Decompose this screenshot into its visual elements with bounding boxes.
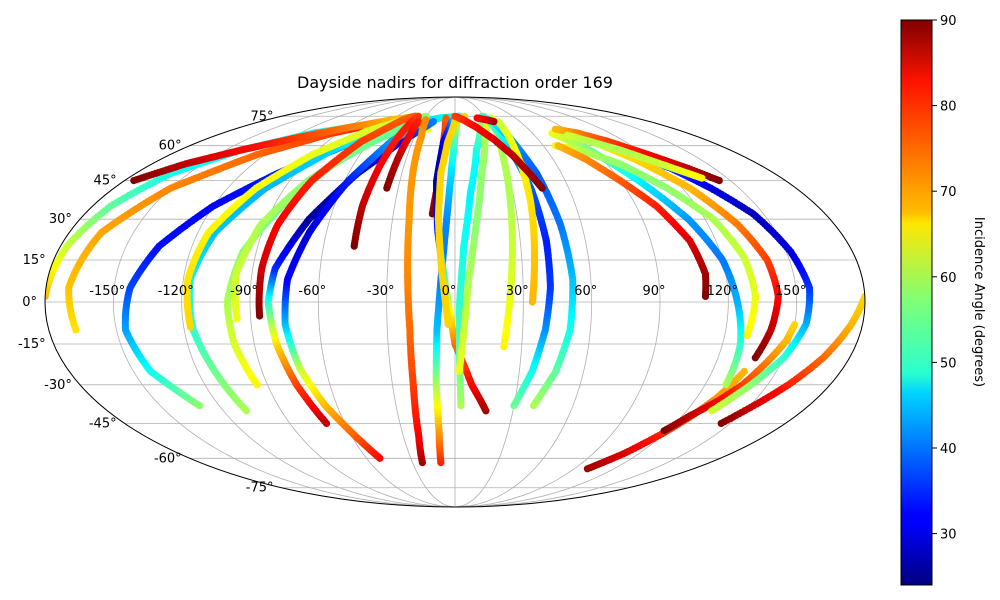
data-point	[563, 131, 572, 139]
lat-tick-label: 0°	[22, 295, 37, 310]
data-points	[45, 112, 865, 473]
lon-tick-label: 0°	[442, 284, 457, 299]
lon-tick-label: 150°	[775, 284, 806, 299]
data-point	[551, 125, 560, 133]
lon-tick-label: -90°	[230, 284, 258, 299]
chart-title: Dayside nadirs for diffraction order 169	[297, 73, 613, 92]
data-point	[554, 142, 562, 150]
lat-tick-label: -15°	[18, 337, 46, 352]
lat-tick-label: 45°	[94, 174, 117, 189]
lon-tick-label: 30°	[506, 284, 529, 299]
lat-tick-label: 60°	[159, 139, 182, 154]
lon-tick-label: -150°	[89, 284, 125, 299]
map-area: 75° 60° 45° 30° 15° 0° -15° -30° -45° -60° -75° -1…	[18, 96, 866, 508]
colorbar-tick-label: 60	[940, 271, 957, 286]
colorbar-tick-label: 80	[940, 100, 957, 115]
lat-tick-label: -45°	[89, 416, 117, 431]
data-point	[791, 320, 799, 329]
colorbar-tick-label: 70	[940, 185, 957, 200]
lat-tick-label: -30°	[44, 378, 72, 393]
lat-tick-label: -75°	[246, 481, 274, 496]
colorbar-tick-label: 50	[940, 356, 957, 371]
lon-tick-label: -120°	[158, 284, 194, 299]
lon-tick-label: -30°	[367, 284, 395, 299]
colorbar-gradient	[900, 19, 933, 586]
lon-tick-label: -60°	[298, 284, 326, 299]
lon-tick-label: 120°	[707, 284, 738, 299]
lon-tick-label: 90°	[642, 284, 665, 299]
data-point	[451, 112, 459, 120]
lon-tick-label: 60°	[574, 284, 597, 299]
colorbar-label: Incidence Angle (degrees)	[971, 217, 986, 387]
colorbar-tick-label: 30	[940, 528, 957, 543]
data-point	[473, 114, 481, 122]
colorbar: 30 40 50 60 70 80 90 Incidence Angle (degrees)	[900, 14, 986, 586]
colorbar-ticks: 30 40 50 60 70 80 90	[932, 14, 957, 543]
data-point	[740, 367, 748, 375]
lat-tick-label: 15°	[23, 253, 46, 268]
data-point	[422, 116, 430, 124]
lat-tick-label: 30°	[49, 212, 72, 227]
data-point	[429, 118, 437, 126]
colorbar-tick-label: 90	[940, 14, 957, 29]
lat-tick-label: 75°	[250, 109, 273, 124]
colorbar-tick-label: 40	[940, 442, 957, 457]
lat-tick-label: -60°	[154, 451, 182, 466]
